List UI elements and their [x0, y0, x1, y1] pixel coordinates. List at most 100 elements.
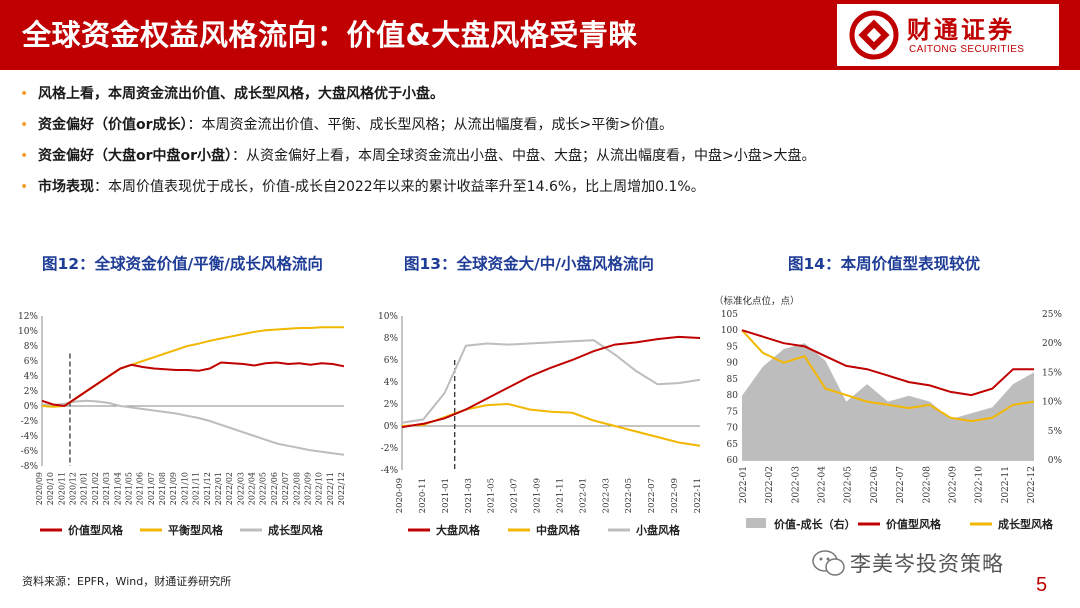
series-line	[41, 361, 345, 408]
y-tick-label: -6%	[21, 447, 39, 457]
legend-label: 大盘风格	[436, 523, 481, 537]
y-tick-label: 6%	[24, 357, 39, 367]
y-tick-label-left: 65	[727, 440, 739, 450]
y-tick-label: 0%	[24, 402, 39, 412]
y-tick-label-right: 10%	[1042, 398, 1062, 408]
x-tick-label: 2022-04	[818, 466, 828, 504]
y-tick-label-left: 60	[727, 456, 739, 466]
y-tick-label-right: 15%	[1042, 368, 1062, 378]
page-number: 5	[1036, 574, 1048, 596]
y-tick-label-left: 75	[727, 407, 739, 417]
x-tick-label: 2021-03	[464, 478, 474, 513]
series-line	[41, 326, 344, 408]
x-tick-label: 2022/06	[270, 472, 279, 505]
x-tick-label: 2022-07	[896, 466, 906, 504]
x-tick-label: 2021/09	[169, 472, 178, 505]
series-line	[741, 329, 1034, 397]
y-tick-label-left: 70	[727, 424, 739, 434]
bullet-text: ：本周资金流出价值、平衡、成长型风格；从流出幅度看，成长>平衡>价值。	[187, 117, 673, 133]
x-tick-label: 2020/10	[46, 472, 55, 505]
x-tick-label: 2022-03	[601, 478, 611, 513]
x-tick-label: 2021/12	[203, 472, 212, 505]
x-tick-label: 2022/11	[326, 472, 335, 505]
bullet-bold: 资金偏好（价值or成长）	[38, 117, 188, 133]
x-tick-label: 2021/11	[192, 472, 201, 505]
x-tick-label: 2022/07	[281, 472, 290, 505]
x-tick-label: 2022-05	[844, 466, 854, 504]
bullet-item: 资金偏好（价值or成长）：本周资金流出价值、平衡、成长型风格；从流出幅度看，成长…	[20, 115, 1060, 146]
x-tick-label: 2022-05	[624, 478, 634, 513]
x-tick-label: 2022-06	[870, 466, 880, 504]
x-tick-label: 2021-11	[555, 478, 565, 513]
x-tick-label: 2022-12	[1027, 466, 1037, 503]
x-tick-label: 2022-02	[765, 466, 775, 503]
x-tick-label: 2020-11	[418, 478, 428, 513]
x-tick-label: 2022-11	[1001, 466, 1011, 503]
x-tick-label: 2022-07	[647, 478, 657, 513]
bullet-text: ：从资金偏好上看，本周全球资金流出小盘、中盘、大盘；从流出幅度看，中盘>小盘>大…	[232, 148, 816, 164]
legend-label: 平衡型风格	[168, 523, 224, 537]
x-tick-label: 2022/05	[259, 472, 268, 505]
bullet-bold: 资金偏好（大盘or中盘or小盘）	[38, 148, 233, 164]
page-title: 全球资金权益风格流向：价值&大盘风格受青睐	[22, 18, 638, 52]
logo-text-cn: 财通证券	[907, 16, 1015, 44]
legend-label: 成长型风格	[268, 523, 324, 537]
x-tick-label: 2022-08	[922, 466, 932, 504]
fig13-title: 图13：全球资金大/中/小盘风格流向	[404, 255, 654, 273]
y-tick-label: 10%	[378, 312, 398, 322]
x-tick-label: 2021/04	[113, 472, 122, 505]
y-tick-label: 2%	[24, 387, 39, 397]
bullet-item: 资金偏好（大盘or中盘or小盘）：从资金偏好上看，本周全球资金流出小盘、中盘、大…	[20, 146, 1060, 177]
bullet-item: 风格上看，本周资金流出价值、成长型风格，大盘风格优于小盘。	[20, 84, 1060, 115]
y-tick-label: 8%	[384, 334, 399, 344]
x-tick-label: 2022/04	[248, 472, 257, 505]
legend-label: 价值型风格	[886, 517, 942, 531]
y-tick-label: 8%	[24, 342, 39, 352]
legend-swatch	[746, 518, 766, 528]
x-tick-label: 2022/12	[337, 472, 346, 505]
logo: 财通证券 CAITONG SECURITIES	[837, 4, 1059, 66]
y-tick-label: 4%	[24, 372, 39, 382]
x-tick-label: 2022/01	[214, 472, 223, 505]
x-tick-label: 2022/10	[315, 472, 324, 505]
y-tick-label-left: 105	[721, 310, 738, 320]
fig12-title: 图12：全球资金价值/平衡/成长风格流向	[42, 255, 323, 273]
x-tick-label: 2022-10	[975, 466, 985, 504]
legend-label: 中盘风格	[536, 523, 581, 537]
x-tick-label: 2022-03	[791, 466, 801, 504]
y-tick-label: 2%	[384, 400, 399, 410]
x-tick-label: 2021/07	[147, 472, 156, 505]
y-tick-label-right: 0%	[1048, 456, 1063, 466]
series-area	[742, 343, 1034, 460]
x-tick-label: 2020/11	[57, 472, 66, 505]
legend-label: 价值-成长（右）	[774, 517, 856, 531]
y-tick-label-left: 95	[727, 342, 739, 352]
x-tick-label: 2022/02	[225, 472, 234, 505]
bullet-bold: 风格上看，本周资金流出价值、成长型风格，大盘风格优于小盘。	[38, 86, 444, 102]
x-tick-label: 2021-07	[510, 478, 520, 513]
x-tick-label: 2021/02	[91, 472, 100, 505]
x-tick-label: 2021-01	[441, 478, 451, 513]
x-tick-label: 2022/09	[303, 472, 312, 505]
y-tick-label: -4%	[381, 466, 399, 476]
x-tick-label: 2020-09	[395, 478, 405, 513]
x-tick-label: 2022-01	[739, 466, 749, 503]
bullet-text: ：本周价值表现优于成长，价值-成长自2022年以来的累计收益率升至14.6%，比…	[94, 179, 705, 195]
y-tick-label-left: 80	[727, 391, 739, 401]
x-tick-label: 2021/03	[102, 472, 111, 505]
series-line	[741, 329, 1035, 423]
y-tick-label-left: 85	[727, 375, 739, 385]
x-tick-label: 2021/10	[180, 472, 189, 505]
legend-label: 小盘风格	[635, 523, 681, 537]
series-line	[401, 335, 701, 429]
x-tick-label: 2022-01	[578, 478, 588, 513]
x-tick-label: 2020/12	[69, 472, 78, 505]
y-tick-label-right: 25%	[1042, 310, 1062, 320]
header-bar: 全球资金权益风格流向：价值&大盘风格受青睐 财通证券 CAITONG SECUR…	[0, 0, 1080, 70]
y-tick-label-left: 90	[727, 359, 739, 369]
series-line	[401, 402, 701, 447]
bullet-item: 市场表现：本周价值表现优于成长，价值-成长自2022年以来的累计收益率升至14.…	[20, 177, 1060, 208]
y-tick-label: 10%	[18, 327, 38, 337]
y-tick-label: -2%	[21, 417, 39, 427]
x-tick-label: 2021-09	[533, 478, 543, 513]
